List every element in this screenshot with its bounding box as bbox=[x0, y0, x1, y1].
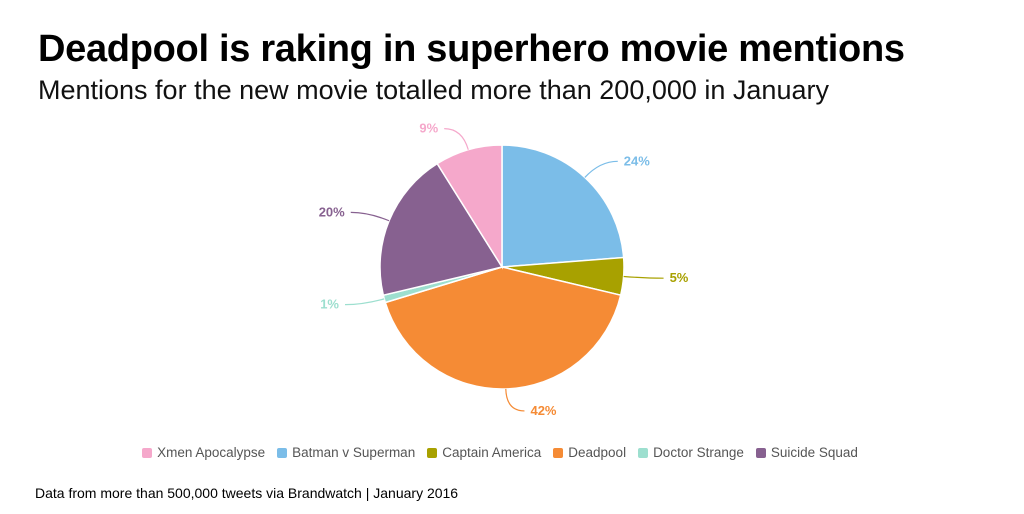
chart-subtitle: Mentions for the new movie totalled more… bbox=[38, 75, 829, 105]
legend-item[interactable]: Batman v Superman bbox=[277, 445, 415, 460]
leader-line bbox=[350, 211, 390, 222]
leader-line bbox=[584, 160, 618, 178]
source-note: Data from more than 500,000 tweets via B… bbox=[35, 485, 459, 501]
leader-line bbox=[345, 298, 385, 306]
legend-swatch bbox=[142, 447, 153, 458]
legend-label: Suicide Squad bbox=[770, 445, 858, 460]
pie-slice-xmen-apocalypse bbox=[436, 144, 503, 270]
legend-label: Doctor Strange bbox=[653, 445, 744, 460]
leader-line bbox=[444, 128, 469, 150]
data-label: 9% bbox=[419, 121, 438, 136]
data-label: 1% bbox=[320, 297, 339, 312]
legend-label: Captain America bbox=[442, 445, 542, 460]
data-label: 42% bbox=[530, 403, 556, 418]
pie-slice-batman-v-superman bbox=[501, 144, 625, 268]
legend-swatch bbox=[638, 447, 649, 458]
legend-swatch bbox=[427, 447, 438, 458]
legend-item[interactable]: Suicide Squad bbox=[755, 445, 858, 460]
legend-label: Deadpool bbox=[568, 445, 627, 460]
legend-item[interactable]: Xmen Apocalypse bbox=[142, 445, 265, 460]
chart-legend: Xmen Apocalypse Batman v Superman Captain … bbox=[0, 445, 1000, 460]
legend-swatch bbox=[277, 447, 288, 458]
legend-swatch bbox=[755, 447, 766, 458]
legend-item[interactable]: Captain America bbox=[427, 445, 541, 460]
data-label: 20% bbox=[319, 204, 345, 219]
legend-item[interactable]: Deadpool bbox=[553, 445, 626, 460]
legend-label: Batman v Superman bbox=[292, 445, 416, 460]
legend-item[interactable]: Doctor Strange bbox=[638, 445, 744, 460]
leader-line bbox=[505, 388, 525, 412]
chart-title: Deadpool is raking in superhero movie me… bbox=[38, 28, 905, 70]
legend-swatch bbox=[553, 447, 564, 458]
data-label: 5% bbox=[670, 270, 689, 285]
legend-label: Xmen Apocalypse bbox=[157, 445, 266, 460]
leader-line bbox=[623, 275, 664, 279]
pie-slice-deadpool bbox=[384, 266, 622, 390]
pie-slice-suicide-squad bbox=[379, 162, 504, 297]
data-label: 24% bbox=[624, 153, 650, 168]
